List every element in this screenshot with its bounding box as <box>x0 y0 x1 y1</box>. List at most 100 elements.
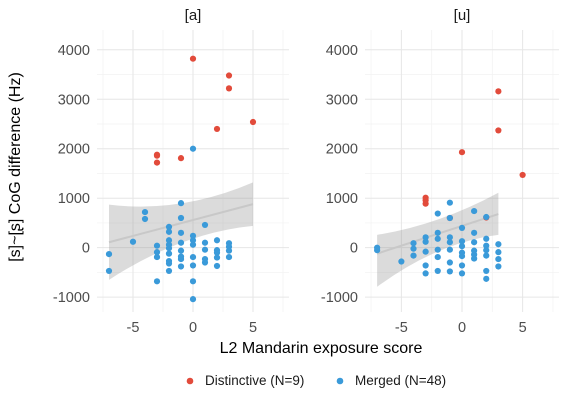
data-point <box>213 262 221 270</box>
data-point <box>422 238 429 245</box>
data-point <box>483 242 490 249</box>
data-point <box>374 247 381 254</box>
y-tick-label: 0 <box>82 241 90 257</box>
data-point <box>213 125 221 133</box>
data-point <box>410 252 417 259</box>
data-point <box>422 270 429 277</box>
data-point <box>434 267 441 275</box>
y-tick-label: -1000 <box>53 290 90 306</box>
data-point <box>519 171 526 179</box>
data-point <box>458 262 466 269</box>
data-point <box>495 88 502 95</box>
data-point <box>141 215 149 223</box>
data-point <box>495 127 502 134</box>
data-point <box>483 275 490 282</box>
data-point <box>189 145 197 152</box>
y-tick-label: 4000 <box>58 43 90 59</box>
data-point <box>165 260 173 267</box>
data-point <box>446 246 453 253</box>
x-tick-label: 5 <box>519 320 527 336</box>
data-point <box>105 267 113 275</box>
data-point <box>177 229 185 236</box>
x-tick-label: 0 <box>189 320 197 336</box>
data-point <box>434 235 441 242</box>
data-point <box>422 262 429 269</box>
data-point <box>225 243 233 250</box>
data-point <box>483 267 490 275</box>
data-point <box>201 239 209 246</box>
data-point <box>177 253 185 260</box>
data-point <box>422 248 429 255</box>
data-point <box>177 247 185 254</box>
data-point <box>201 246 209 253</box>
data-point <box>165 267 173 275</box>
data-point <box>446 239 453 246</box>
x-axis-title: L2 Mandarin exposure score <box>220 340 423 357</box>
legend-label: Merged (N=48) <box>355 373 446 388</box>
data-point <box>225 85 233 92</box>
data-point <box>495 255 502 263</box>
data-point <box>458 270 466 277</box>
data-point <box>189 241 197 248</box>
data-point <box>189 262 197 269</box>
data-point <box>410 240 417 247</box>
data-point <box>434 210 441 217</box>
data-point <box>483 247 490 254</box>
data-point <box>434 246 441 253</box>
data-point <box>434 229 441 236</box>
data-point <box>177 155 185 162</box>
data-point <box>165 241 173 248</box>
panels-layer: [a] -1000 0 1000 2000 3000 4000 -5 0 5 [u] -1000 0 10… <box>53 7 559 336</box>
legend-swatch <box>336 377 344 385</box>
x-tick-label: -5 <box>395 320 408 336</box>
data-point <box>495 263 502 270</box>
data-point <box>225 253 233 261</box>
data-point <box>105 251 113 258</box>
data-point <box>177 214 185 222</box>
data-point <box>189 296 197 303</box>
data-point <box>153 159 161 166</box>
data-point <box>153 152 161 159</box>
data-point <box>434 253 441 261</box>
data-point <box>471 239 478 246</box>
data-point <box>446 234 453 241</box>
data-point <box>189 55 197 62</box>
data-point <box>153 242 161 249</box>
data-point <box>410 245 417 252</box>
data-point <box>189 253 197 261</box>
data-point <box>213 249 221 256</box>
data-point <box>446 214 453 222</box>
data-point <box>225 72 233 79</box>
trend-line <box>108 203 254 244</box>
panel-1: [u] -1000 0 1000 2000 3000 4000 -5 0 5 <box>321 7 559 336</box>
data-point <box>165 228 173 235</box>
data-point <box>177 239 185 246</box>
data-point <box>458 238 466 245</box>
data-point <box>165 237 173 244</box>
data-point <box>458 249 466 256</box>
data-point <box>495 241 502 248</box>
data-point <box>483 213 490 221</box>
data-point <box>483 252 490 259</box>
y-tick-label: 0 <box>350 241 358 257</box>
data-point <box>201 221 209 229</box>
data-point <box>177 263 185 270</box>
data-point <box>471 251 478 258</box>
data-point <box>177 200 185 207</box>
data-point <box>458 224 466 231</box>
data-point <box>201 259 209 266</box>
data-point <box>398 258 405 265</box>
data-point <box>189 232 197 239</box>
y-axis-title: [s]~[ʂ] CoG difference (Hz) <box>7 72 24 262</box>
data-point <box>165 223 173 231</box>
data-point <box>471 229 478 236</box>
x-tick-label: 5 <box>249 320 257 336</box>
legend-swatch <box>186 377 194 385</box>
y-tick-label: 3000 <box>326 92 358 108</box>
data-point <box>153 249 161 256</box>
panel-title: [a] <box>185 7 202 24</box>
y-tick-label: 3000 <box>58 92 90 108</box>
data-point <box>446 199 453 206</box>
y-tick-label: -1000 <box>321 290 358 306</box>
